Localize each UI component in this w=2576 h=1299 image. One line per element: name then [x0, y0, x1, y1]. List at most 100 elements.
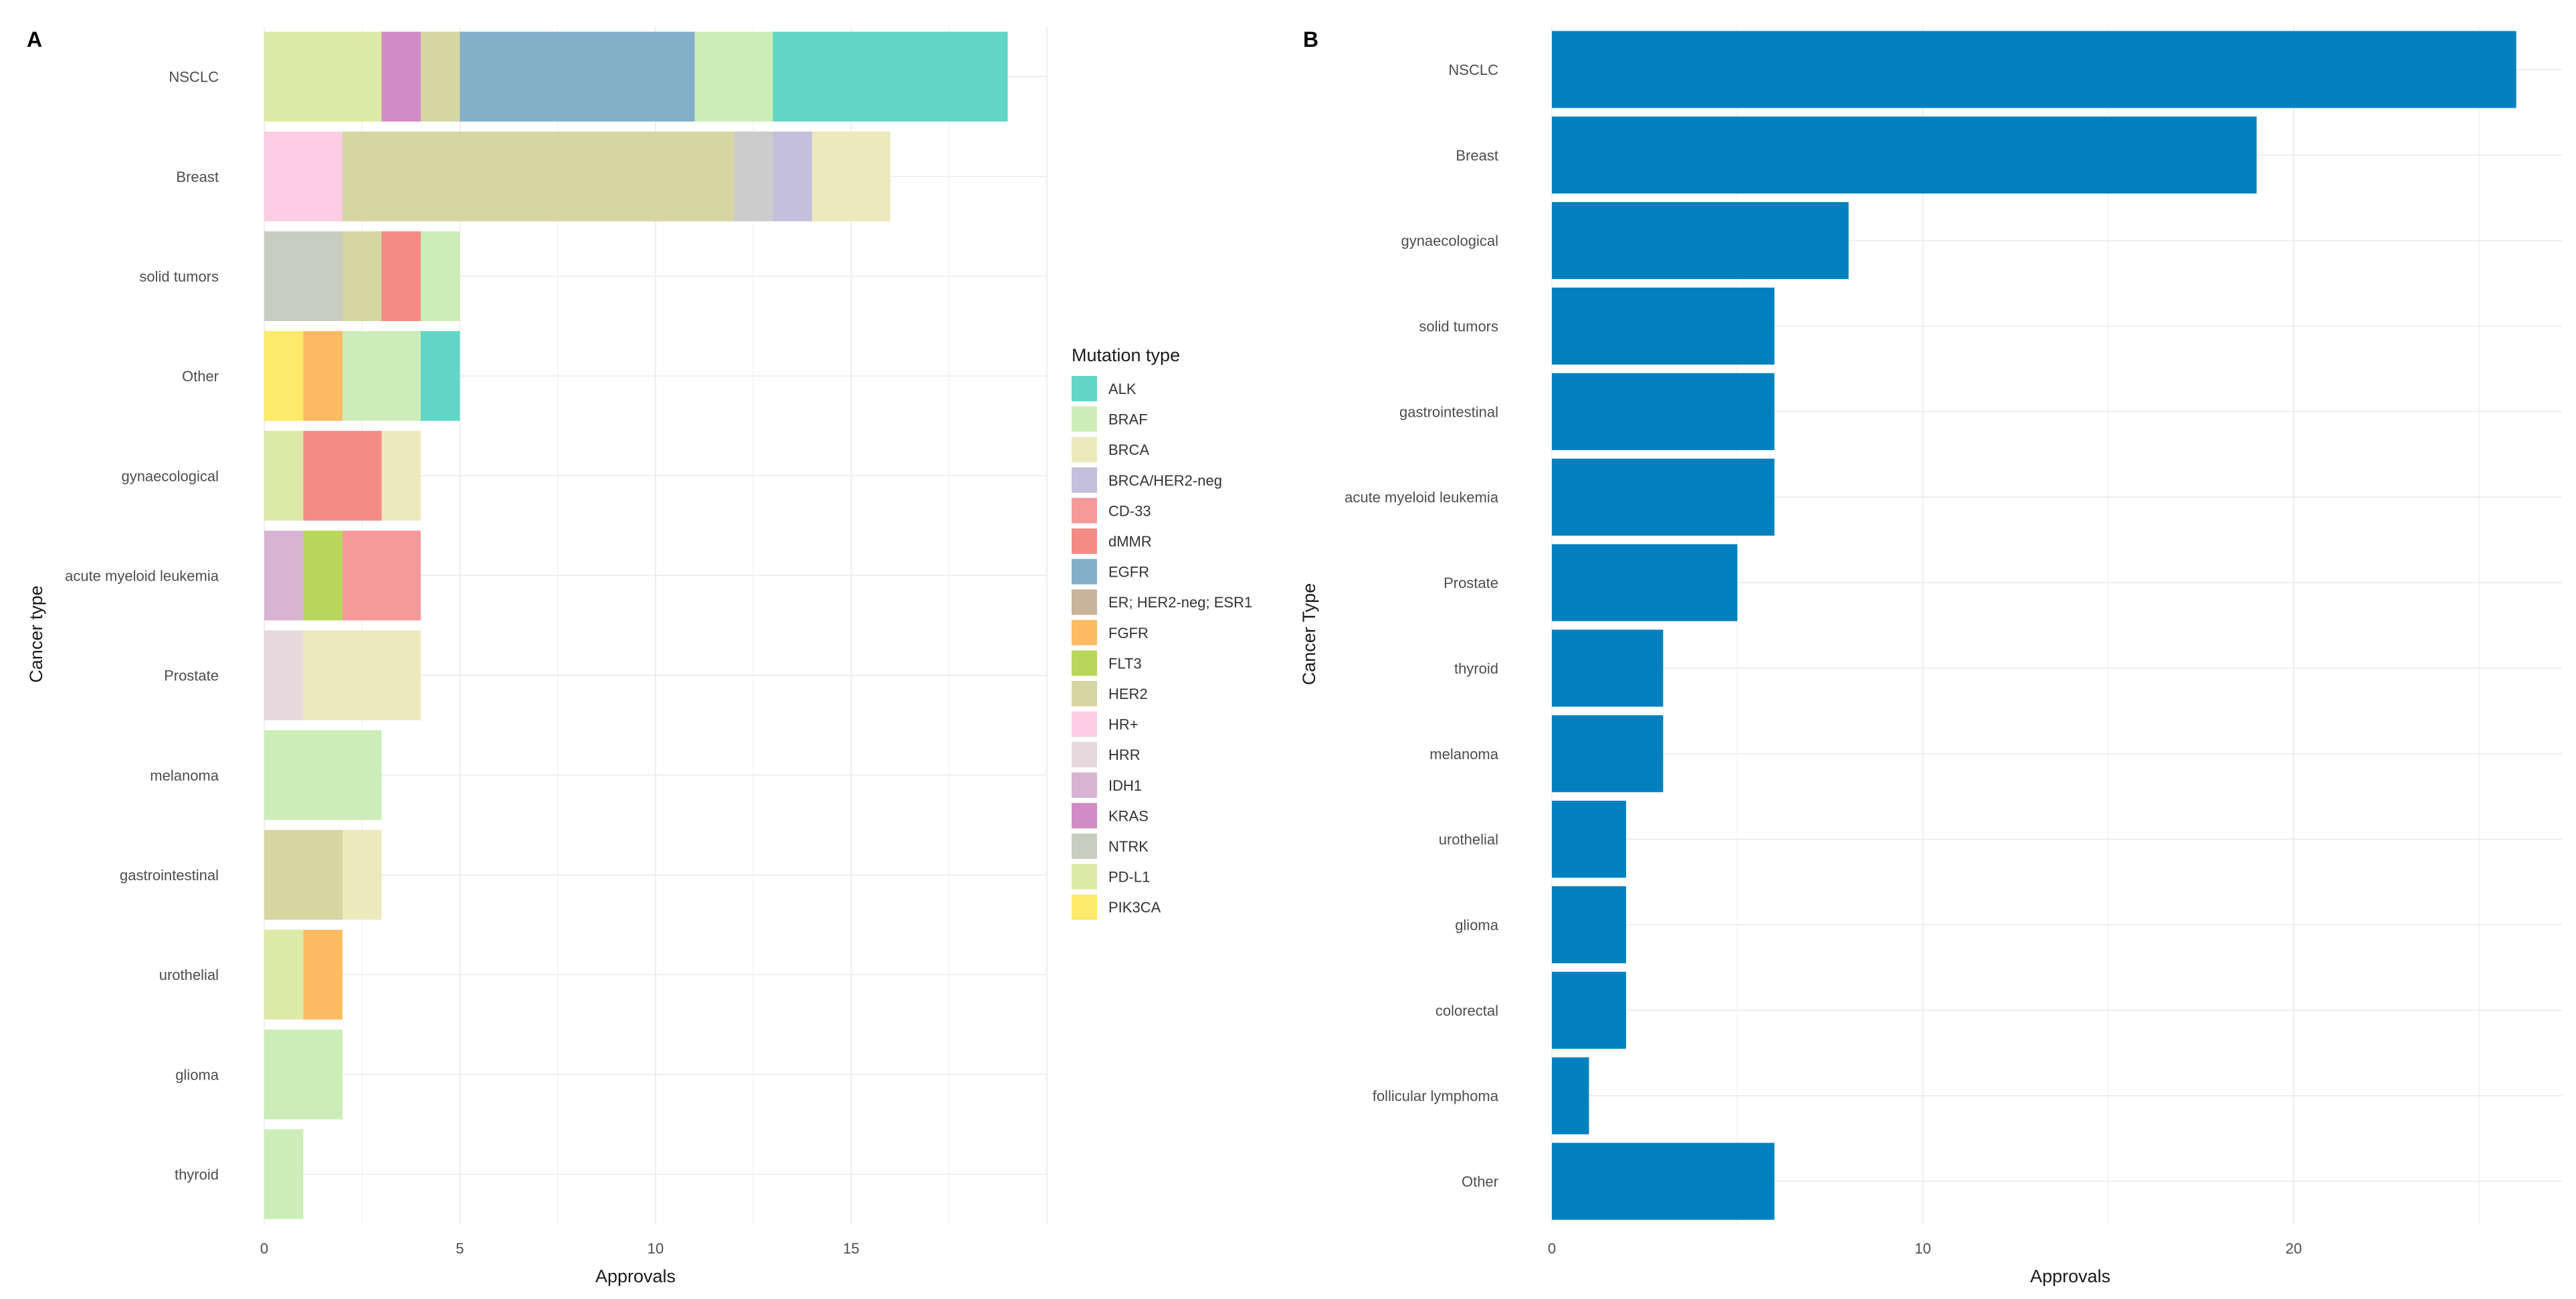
x-tick-label: 20 [2286, 1240, 2302, 1257]
legend-key-brca [1072, 437, 1097, 463]
y-tick-label-melanoma: melanoma [150, 767, 219, 784]
legend-label-her2: HER2 [1108, 686, 1148, 702]
bar-segment-acute-myeloid-leukemia-cd-33 [342, 530, 421, 621]
bar-segment-gastrointestinal-brca [342, 829, 382, 920]
y-tick-label-solid-tumors: solid tumors [139, 268, 219, 285]
bar-segment-acute-myeloid-leukemia-flt3 [303, 530, 342, 621]
bar-segment-gastrointestinal-her2 [264, 829, 342, 920]
bar-segment-other-alk [421, 330, 460, 421]
bar-segment-solid-tumors-braf [421, 231, 460, 322]
bar-segment-nsclc-braf [694, 31, 773, 122]
bar-segment-breast-er-her2-neg-esr1 [734, 131, 773, 221]
bar-segment-other-pik3ca [264, 330, 304, 421]
bar-segment-other-braf [342, 330, 421, 421]
legend-key-dmmr [1072, 528, 1097, 554]
legend-label-egfr: EGFR [1108, 564, 1149, 581]
bar-segment-breast-brca-her2-neg [773, 131, 812, 221]
bar-glioma [1552, 886, 1626, 964]
bar-urothelial [1552, 801, 1626, 878]
bar-other [1552, 1142, 1775, 1220]
panel-a-x-axis-title: Approvals [595, 1266, 676, 1286]
legend-key-er-her2-neg-esr1 [1072, 589, 1097, 615]
bar-segment-prostate-hrr [264, 630, 304, 720]
y-tick-label-solid-tumors: solid tumors [1419, 318, 1498, 335]
legend-key-alk [1072, 376, 1097, 401]
panel-b-x-tick-labels: 0 10 20 [1548, 1240, 2302, 1257]
legend-label-dmmr: dMMR [1108, 533, 1152, 550]
bar-solid-tumors [1552, 287, 1775, 365]
y-tick-label-thyroid: thyroid [1454, 660, 1498, 677]
legend-label-hr: HR+ [1108, 716, 1138, 733]
bar-segment-gynaecological-pd-l1 [264, 431, 304, 521]
x-tick-label: 0 [260, 1240, 268, 1257]
bar-segment-nsclc-alk [773, 31, 1008, 122]
panel-b-y-axis-title: Cancer Type [1299, 583, 1319, 686]
y-tick-label-other: Other [182, 368, 219, 385]
bar-prostate [1552, 544, 1738, 621]
legend-label-pd-l1: PD-L1 [1108, 869, 1150, 886]
legend-key-flt3 [1072, 650, 1097, 676]
bar-segment-solid-tumors-dmmr [381, 231, 421, 322]
bar-nsclc [1552, 31, 2516, 108]
panel-b-letter: B [1303, 27, 1318, 52]
y-tick-label-gynaecological: gynaecological [1401, 233, 1498, 249]
legend-label-pik3ca: PIK3CA [1108, 899, 1161, 916]
y-tick-label-urothelial: urothelial [159, 967, 219, 983]
y-tick-label-gastrointestinal: gastrointestinal [1399, 403, 1498, 420]
bar-segment-nsclc-egfr [460, 31, 695, 122]
y-tick-label-acute-myeloid-leukemia: acute myeloid leukemia [1345, 489, 1499, 506]
legend-key-braf [1072, 406, 1097, 432]
bar-segment-prostate-brca [303, 630, 421, 720]
panel-b-bar-chart: B NSCLC Breast gynaecological solid tumors g… [1299, 27, 2562, 1286]
panel-a-stacked-bar-chart: A NSCLC Breast solid tumors Other gynaecolog… [26, 27, 1252, 1286]
bar-gynaecological [1552, 202, 1849, 280]
y-tick-label-follicular-lymphoma: follicular lymphoma [1373, 1088, 1499, 1104]
legend-label-idh1: IDH1 [1108, 777, 1142, 794]
legend-label-hrr: HRR [1108, 746, 1141, 763]
panel-a-y-axis-title: Cancer type [26, 585, 46, 683]
panel-a-legend: Mutation type ALK BRAF BRCA BRCA/HER2-neg CD… [1072, 345, 1252, 920]
x-tick-label: 10 [648, 1240, 664, 1257]
bar-segment-solid-tumors-ntrk [264, 231, 342, 322]
legend-label-brca: BRCA [1108, 441, 1149, 458]
y-tick-label-colorectal: colorectal [1435, 1002, 1498, 1019]
bar-acute-myeloid-leukemia [1552, 458, 1775, 536]
y-tick-label-other: Other [1462, 1173, 1498, 1190]
legend-key-fgfr [1072, 619, 1097, 645]
legend-label-er-her2-neg-esr1: ER; HER2-neg; ESR1 [1108, 594, 1252, 611]
bar-segment-melanoma-braf [264, 730, 382, 820]
y-tick-label-breast: Breast [176, 169, 219, 185]
y-tick-label-nsclc: NSCLC [1448, 62, 1498, 78]
bar-segment-breast-hr [264, 131, 342, 221]
y-tick-label-prostate: Prostate [164, 668, 219, 684]
legend-label-fgfr: FGFR [1108, 625, 1149, 641]
bar-breast [1552, 116, 2257, 194]
bar-segment-gynaecological-dmmr [303, 431, 382, 521]
y-tick-label-glioma: glioma [1455, 917, 1499, 934]
bar-segment-acute-myeloid-leukemia-idh1 [264, 530, 304, 621]
legend-key-pd-l1 [1072, 864, 1097, 890]
panel-a-bars [264, 31, 1008, 1219]
legend-label-flt3: FLT3 [1108, 655, 1142, 672]
legend-key-ntrk [1072, 833, 1097, 859]
y-tick-label-nsclc: NSCLC [169, 69, 219, 86]
legend-label-brca-her2-neg: BRCA/HER2-neg [1108, 472, 1222, 489]
y-tick-label-gastrointestinal: gastrointestinal [120, 867, 219, 884]
panel-b-x-axis-title: Approvals [2030, 1266, 2110, 1286]
bar-segment-solid-tumors-her2 [342, 231, 382, 322]
legend-key-hr [1072, 711, 1097, 737]
legend-label-alk: ALK [1108, 381, 1136, 397]
bar-segment-gynaecological-brca [381, 431, 421, 521]
panel-b-y-tick-labels: NSCLC Breast gynaecological solid tumors gas… [1345, 62, 1499, 1190]
panel-a-x-tick-labels: 0 5 10 15 [260, 1240, 860, 1257]
panel-b-bars [1552, 31, 2516, 1220]
legend-key-brca-her2-neg [1072, 467, 1097, 493]
legend-key-her2 [1072, 681, 1097, 706]
bar-segment-urothelial-fgfr [303, 929, 342, 1020]
bar-segment-glioma-braf [264, 1029, 342, 1120]
y-tick-label-urothelial: urothelial [1439, 831, 1498, 848]
x-tick-label: 10 [1914, 1240, 1930, 1257]
bar-segment-breast-brca [812, 131, 890, 221]
legend-items: ALK BRAF BRCA BRCA/HER2-neg CD-33 dMMR EGFR ER;… [1072, 376, 1252, 920]
